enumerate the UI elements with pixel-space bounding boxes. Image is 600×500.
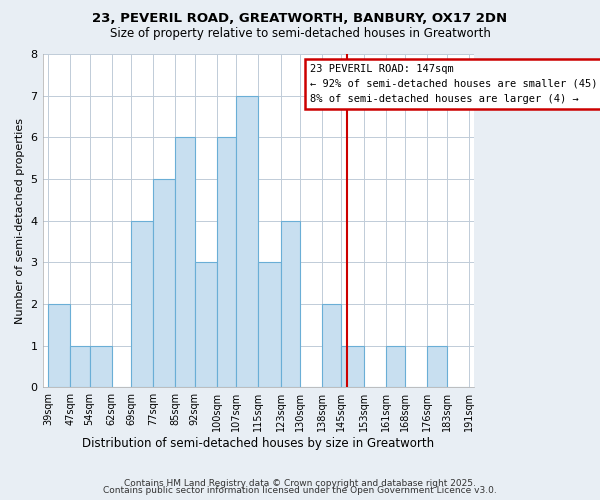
Y-axis label: Number of semi-detached properties: Number of semi-detached properties <box>15 118 25 324</box>
Bar <box>131 220 153 388</box>
Bar <box>217 138 236 388</box>
Text: Size of property relative to semi-detached houses in Greatworth: Size of property relative to semi-detach… <box>110 28 490 40</box>
Bar <box>153 179 175 388</box>
Bar <box>322 304 341 388</box>
Bar <box>386 346 405 388</box>
Text: Contains HM Land Registry data © Crown copyright and database right 2025.: Contains HM Land Registry data © Crown c… <box>124 478 476 488</box>
Bar <box>70 346 89 388</box>
Text: 23 PEVERIL ROAD: 147sqm
← 92% of semi-detached houses are smaller (45)
8% of sem: 23 PEVERIL ROAD: 147sqm ← 92% of semi-de… <box>310 64 598 104</box>
Bar <box>427 346 446 388</box>
Text: 23, PEVERIL ROAD, GREATWORTH, BANBURY, OX17 2DN: 23, PEVERIL ROAD, GREATWORTH, BANBURY, O… <box>92 12 508 26</box>
Bar <box>195 262 217 388</box>
Bar <box>89 346 112 388</box>
Bar <box>341 346 364 388</box>
Text: Contains public sector information licensed under the Open Government Licence v3: Contains public sector information licen… <box>103 486 497 495</box>
Bar <box>281 220 300 388</box>
Bar <box>236 96 259 388</box>
Bar <box>175 138 195 388</box>
Bar <box>48 304 70 388</box>
Bar <box>259 262 281 388</box>
X-axis label: Distribution of semi-detached houses by size in Greatworth: Distribution of semi-detached houses by … <box>82 437 434 450</box>
